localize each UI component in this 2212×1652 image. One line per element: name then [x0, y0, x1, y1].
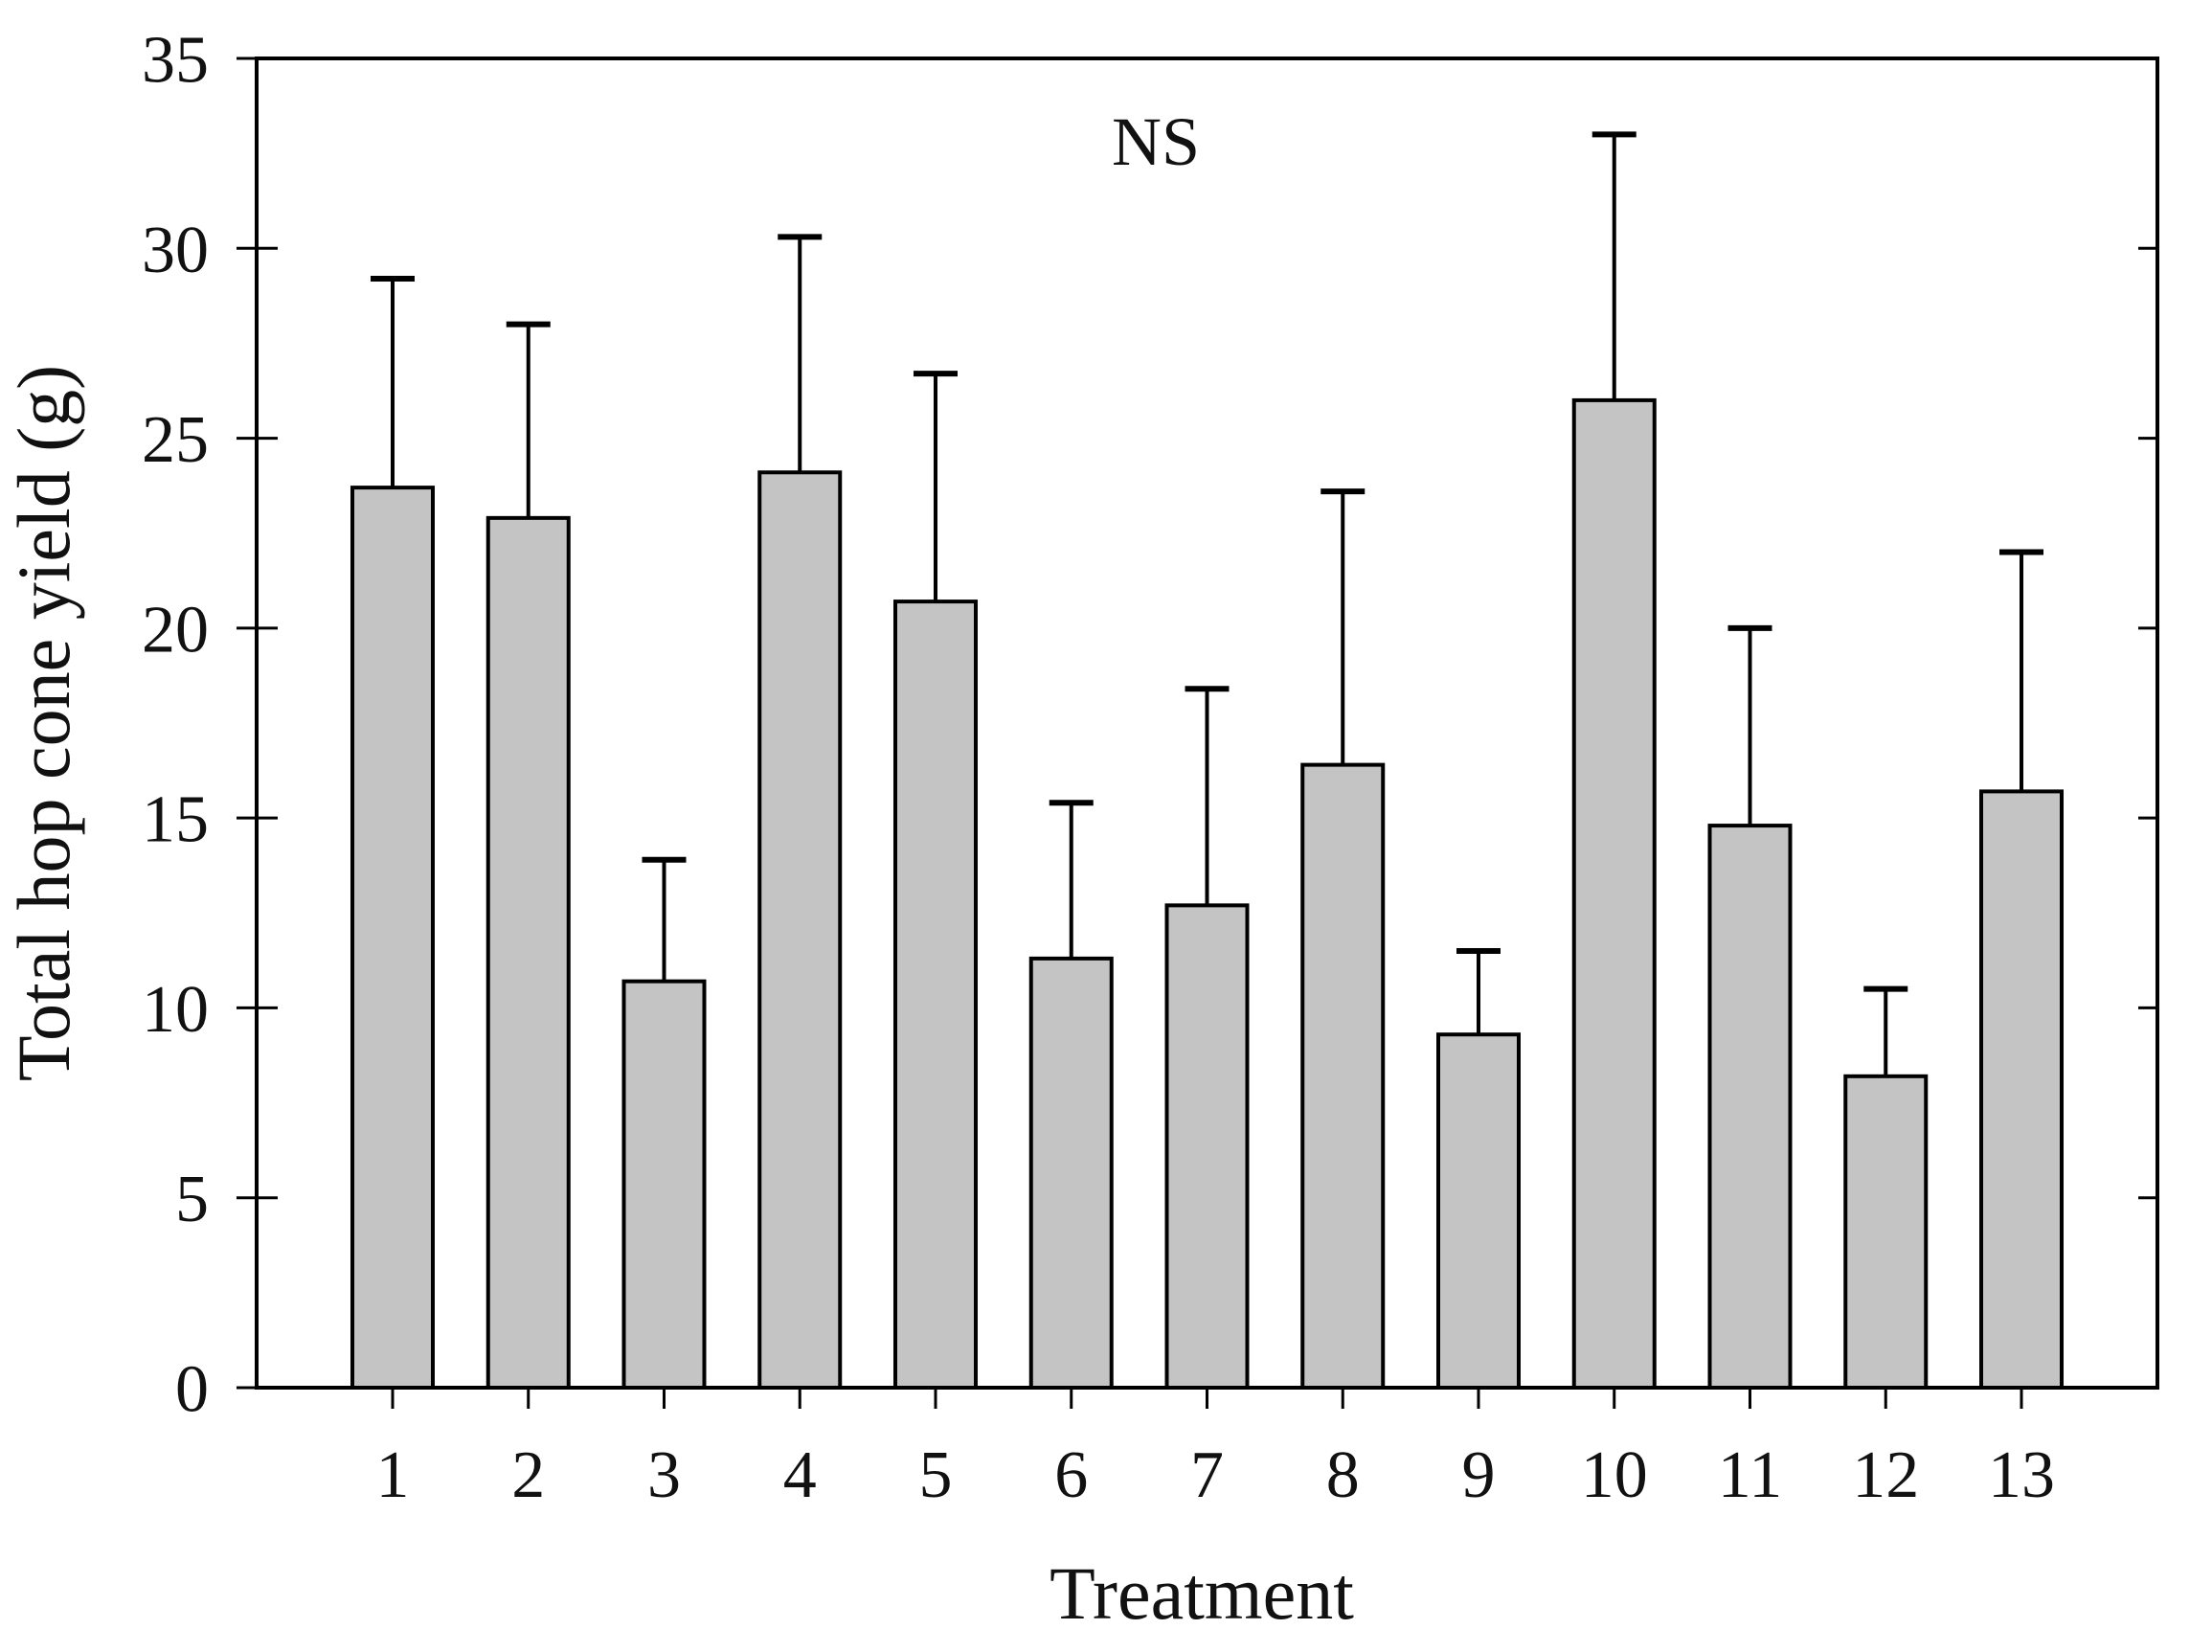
bar-11	[1707, 824, 1793, 1390]
error-bars-group	[371, 131, 2043, 1076]
bar-6	[1028, 956, 1114, 1390]
x-tick-label-12: 12	[1852, 1438, 1919, 1512]
x-axis-title: Treatment	[1050, 1551, 1354, 1635]
y-tick-label-35: 35	[142, 24, 209, 98]
x-tick-label-7: 7	[1190, 1438, 1224, 1512]
x-tick-label-4: 4	[783, 1438, 817, 1512]
x-tick-label-6: 6	[1054, 1438, 1088, 1512]
bar-5	[893, 600, 978, 1390]
y-tick-label-25: 25	[142, 403, 209, 477]
x-tick-label-8: 8	[1326, 1438, 1360, 1512]
x-tick-label-11: 11	[1718, 1438, 1782, 1512]
ticks-group	[237, 57, 2157, 1409]
x-tick-labels-group: 1 2 3 4 5 6 7 8 9 10 11 12 13	[376, 1438, 2056, 1512]
bar-13	[1979, 789, 2064, 1390]
x-tick-label-10: 10	[1581, 1438, 1648, 1512]
bar-8	[1300, 762, 1386, 1390]
bar-7	[1164, 903, 1250, 1391]
x-tick-label-2: 2	[511, 1438, 545, 1512]
y-tick-label-10: 10	[142, 973, 209, 1047]
bars-group	[350, 397, 2064, 1391]
x-tick-label-13: 13	[1988, 1438, 2055, 1512]
bar-1	[350, 486, 435, 1390]
bar-12	[1843, 1074, 1929, 1390]
x-tick-label-1: 1	[376, 1438, 410, 1512]
x-tick-label-9: 9	[1462, 1438, 1496, 1512]
bar-9	[1436, 1032, 1521, 1391]
x-tick-label-5: 5	[919, 1438, 953, 1512]
y-axis-title: Total hop cone yield (g)	[2, 365, 85, 1081]
bar-10	[1571, 397, 1657, 1390]
bar-4	[757, 470, 843, 1390]
x-tick-label-3: 3	[647, 1438, 681, 1512]
y-tick-label-20: 20	[142, 593, 209, 667]
y-tick-label-15: 15	[142, 783, 209, 857]
bar-2	[485, 515, 571, 1390]
y-tick-label-30: 30	[142, 214, 209, 287]
y-tick-labels-group: 0 5 10 15 20 25 30 35	[142, 24, 209, 1427]
y-tick-label-5: 5	[175, 1163, 209, 1236]
y-tick-label-0: 0	[175, 1353, 209, 1427]
bar-3	[621, 979, 707, 1390]
ns-annotation: NS	[1112, 103, 1200, 180]
